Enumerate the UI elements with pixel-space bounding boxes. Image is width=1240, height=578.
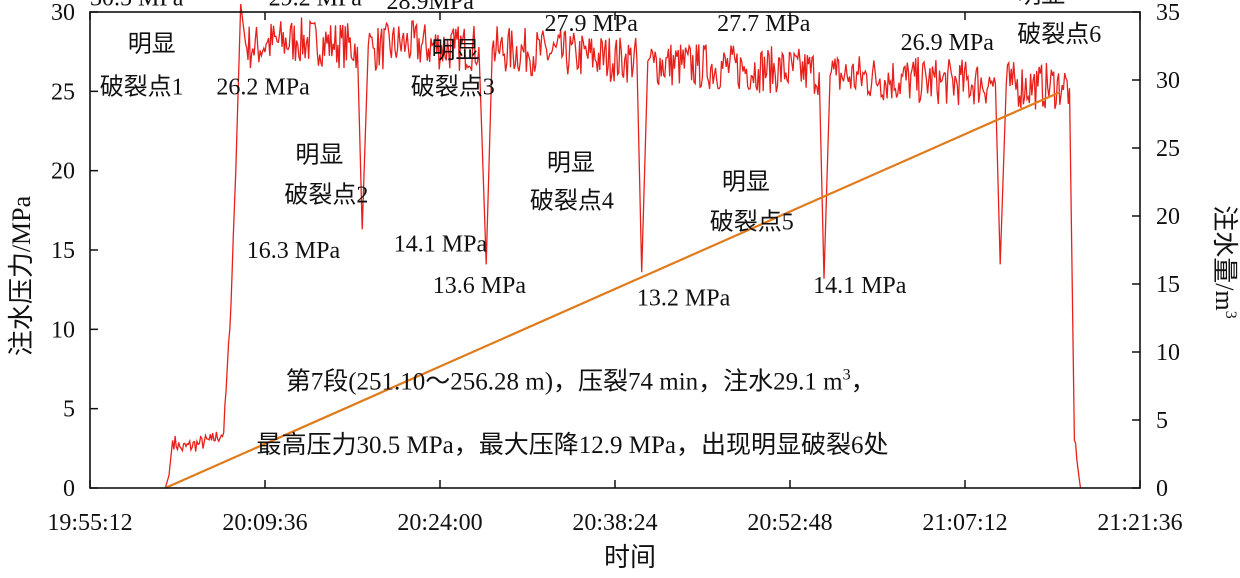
annotation-label: 27.7 MPa	[717, 11, 811, 37]
y-axis-right-title: 注水量/m3	[1210, 205, 1239, 318]
annotation-label: 破裂点5	[710, 208, 794, 235]
y-right-tick-label: 20	[1156, 204, 1180, 230]
plot-lines	[164, 4, 1082, 490]
annotation-label: 破裂点2	[284, 181, 368, 208]
y-left-tick-label: 5	[63, 397, 75, 423]
annotation-label: 第7段(251.10～256.28 m)，压裂74 min，注水29.1 m3，	[286, 367, 876, 396]
annotations: 30.5 MPa 29.2 MPa 28.9MPa 27.9 MPa 27.7 MPa 2…	[90, 0, 1101, 459]
annotation-label: 明显	[547, 151, 595, 177]
annotation-label: 28.9MPa	[387, 0, 475, 15]
y-right-tick-label: 0	[1156, 476, 1168, 502]
y-axis-right-title-text: 注水量/m	[1210, 205, 1239, 310]
x-tick-label: 20:24:00	[397, 510, 482, 536]
annotation-label: 明显	[1017, 0, 1065, 9]
y-left-tick-label: 15	[51, 238, 75, 264]
y-left-tick-label: 10	[51, 317, 75, 343]
pressure-series-line	[164, 4, 1082, 489]
y-right-tick-label: 30	[1156, 68, 1180, 94]
annotation-label: 14.1 MPa	[394, 232, 488, 258]
annotation-label: 27.9 MPa	[545, 11, 639, 37]
y-right-tick-label: 5	[1156, 408, 1168, 434]
y-right-tick-label: 25	[1156, 136, 1180, 162]
annotation-label: 破裂点6	[1017, 21, 1101, 48]
y-right-tick-label: 10	[1156, 340, 1180, 366]
x-tick-label: 19:55:12	[47, 510, 132, 536]
annotation-label: 明显	[128, 32, 176, 58]
ticks: 19:55:12 20:09:36 20:24:00 20:38:24 20:52:48…	[47, 0, 1182, 536]
y-axis-right-title-sup: 3	[1222, 311, 1239, 319]
annotation-label: 明显	[432, 38, 480, 64]
x-tick-label: 20:38:24	[572, 510, 657, 536]
annotation-label: 破裂点3	[411, 74, 495, 101]
annotation-label: 13.6 MPa	[433, 273, 527, 299]
x-tick-label: 21:07:12	[922, 510, 1007, 536]
y-right-tick-label: 35	[1156, 0, 1180, 26]
volume-series-line	[164, 91, 1061, 490]
annotation-label: 明显	[295, 143, 343, 169]
y-left-tick-label: 30	[51, 0, 75, 26]
annotation-label: 破裂点4	[530, 188, 614, 215]
y-axis-left-title: 注水压力/MPa	[7, 195, 36, 356]
annotation-label: 最高压力30.5 MPa，最大压降12.9 MPa，出现明显破裂6处	[257, 431, 889, 459]
y-left-tick-label: 0	[63, 476, 75, 502]
annotation-label: 26.9 MPa	[901, 30, 995, 56]
y-left-tick-label: 20	[51, 159, 75, 185]
annotation-label: 破裂点1	[100, 74, 184, 101]
annotation-label: 明显	[722, 170, 770, 196]
annotation-label: 14.1 MPa	[813, 273, 907, 299]
x-axis-title: 时间	[604, 543, 656, 572]
annotation-label: 13.2 MPa	[637, 286, 731, 312]
annotation-label: 29.2 MPa	[269, 0, 363, 12]
y-right-tick-label: 15	[1156, 272, 1180, 298]
x-tick-label: 21:21:36	[1097, 510, 1182, 536]
x-tick-label: 20:09:36	[222, 510, 307, 536]
annotation-label: 26.2 MPa	[216, 75, 310, 101]
annotation-label: 16.3 MPa	[247, 238, 341, 264]
x-tick-label: 20:52:48	[747, 510, 832, 536]
annotation-label: 30.5 MPa	[90, 0, 184, 12]
y-left-tick-label: 25	[51, 79, 75, 105]
